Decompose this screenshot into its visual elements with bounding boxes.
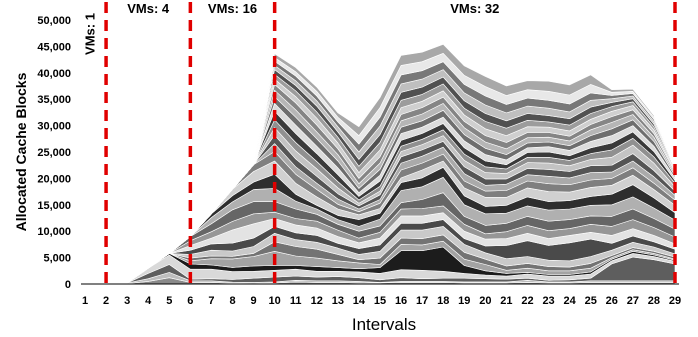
x-tick-label: 23 <box>542 295 554 307</box>
y-tick-label: 5,000 <box>43 253 71 265</box>
x-tick-label: 17 <box>416 295 428 307</box>
x-tick-label: 26 <box>606 295 618 307</box>
vm-boundary-lines <box>104 2 677 288</box>
y-tick-label: 50,000 <box>37 15 71 27</box>
x-tick-label: 14 <box>353 295 366 307</box>
area-series-group <box>84 44 676 285</box>
x-tick-label: 11 <box>290 295 302 307</box>
y-tick-label: 10,000 <box>37 226 71 238</box>
y-axis-title: Allocated Cache Blocks <box>13 72 29 231</box>
x-axis-title: Intervals <box>352 315 416 334</box>
x-tick-label: 22 <box>521 295 533 307</box>
x-tick-label: 10 <box>269 295 281 307</box>
x-tick-label: 4 <box>145 295 152 307</box>
x-tick-labels: 1 2 3 4 5 6 7 8 9 10 11 12 13 14 15 16 17 18 19 20 21 22 23 24 2… <box>82 295 681 307</box>
x-tick-label: 24 <box>564 295 577 307</box>
x-tick-label: 21 <box>500 295 512 307</box>
x-tick-label: 2 <box>103 295 109 307</box>
x-tick-label: 6 <box>187 295 193 307</box>
x-tick-label: 3 <box>124 295 130 307</box>
vm-annotation: VMs: 4 <box>127 1 170 16</box>
x-tick-label: 15 <box>374 295 386 307</box>
x-tick-label: 18 <box>437 295 449 307</box>
y-tick-label: 40,000 <box>37 68 71 80</box>
vm-annotation: VMs: 16 <box>208 1 257 16</box>
x-tick-label: 27 <box>627 295 639 307</box>
x-tick-label: 20 <box>479 295 491 307</box>
y-tick-label: 15,000 <box>37 200 71 212</box>
vm-annotation: VMs: 1 <box>83 13 98 55</box>
x-tick-label: 25 <box>585 295 597 307</box>
y-tick-labels: 0 5,000 10,000 15,000 20,000 25,000 30,000 35,0… <box>37 15 71 291</box>
y-tick-label: 30,000 <box>37 121 71 133</box>
y-tick-label: 35,000 <box>37 94 71 106</box>
y-tick-label: 20,000 <box>37 173 71 185</box>
x-tick-label: 16 <box>395 295 407 307</box>
y-tick-label: 0 <box>65 279 71 291</box>
x-tick-label: 12 <box>311 295 323 307</box>
x-tick-label: 29 <box>669 295 681 307</box>
x-tick-label: 19 <box>458 295 470 307</box>
x-tick-label: 1 <box>82 295 88 307</box>
x-tick-label: 7 <box>208 295 214 307</box>
y-tick-label: 45,000 <box>37 41 71 53</box>
x-tick-label: 8 <box>229 295 235 307</box>
x-tick-label: 28 <box>648 295 660 307</box>
x-tick-label: 9 <box>251 295 257 307</box>
x-tick-label: 13 <box>332 295 344 307</box>
vm-annotations: VMs: 1 VMs: 4 VMs: 16 VMs: 32 <box>83 1 500 55</box>
vm-annotation: VMs: 32 <box>450 1 499 16</box>
y-tick-label: 25,000 <box>37 147 71 159</box>
x-tick-label: 5 <box>166 295 172 307</box>
